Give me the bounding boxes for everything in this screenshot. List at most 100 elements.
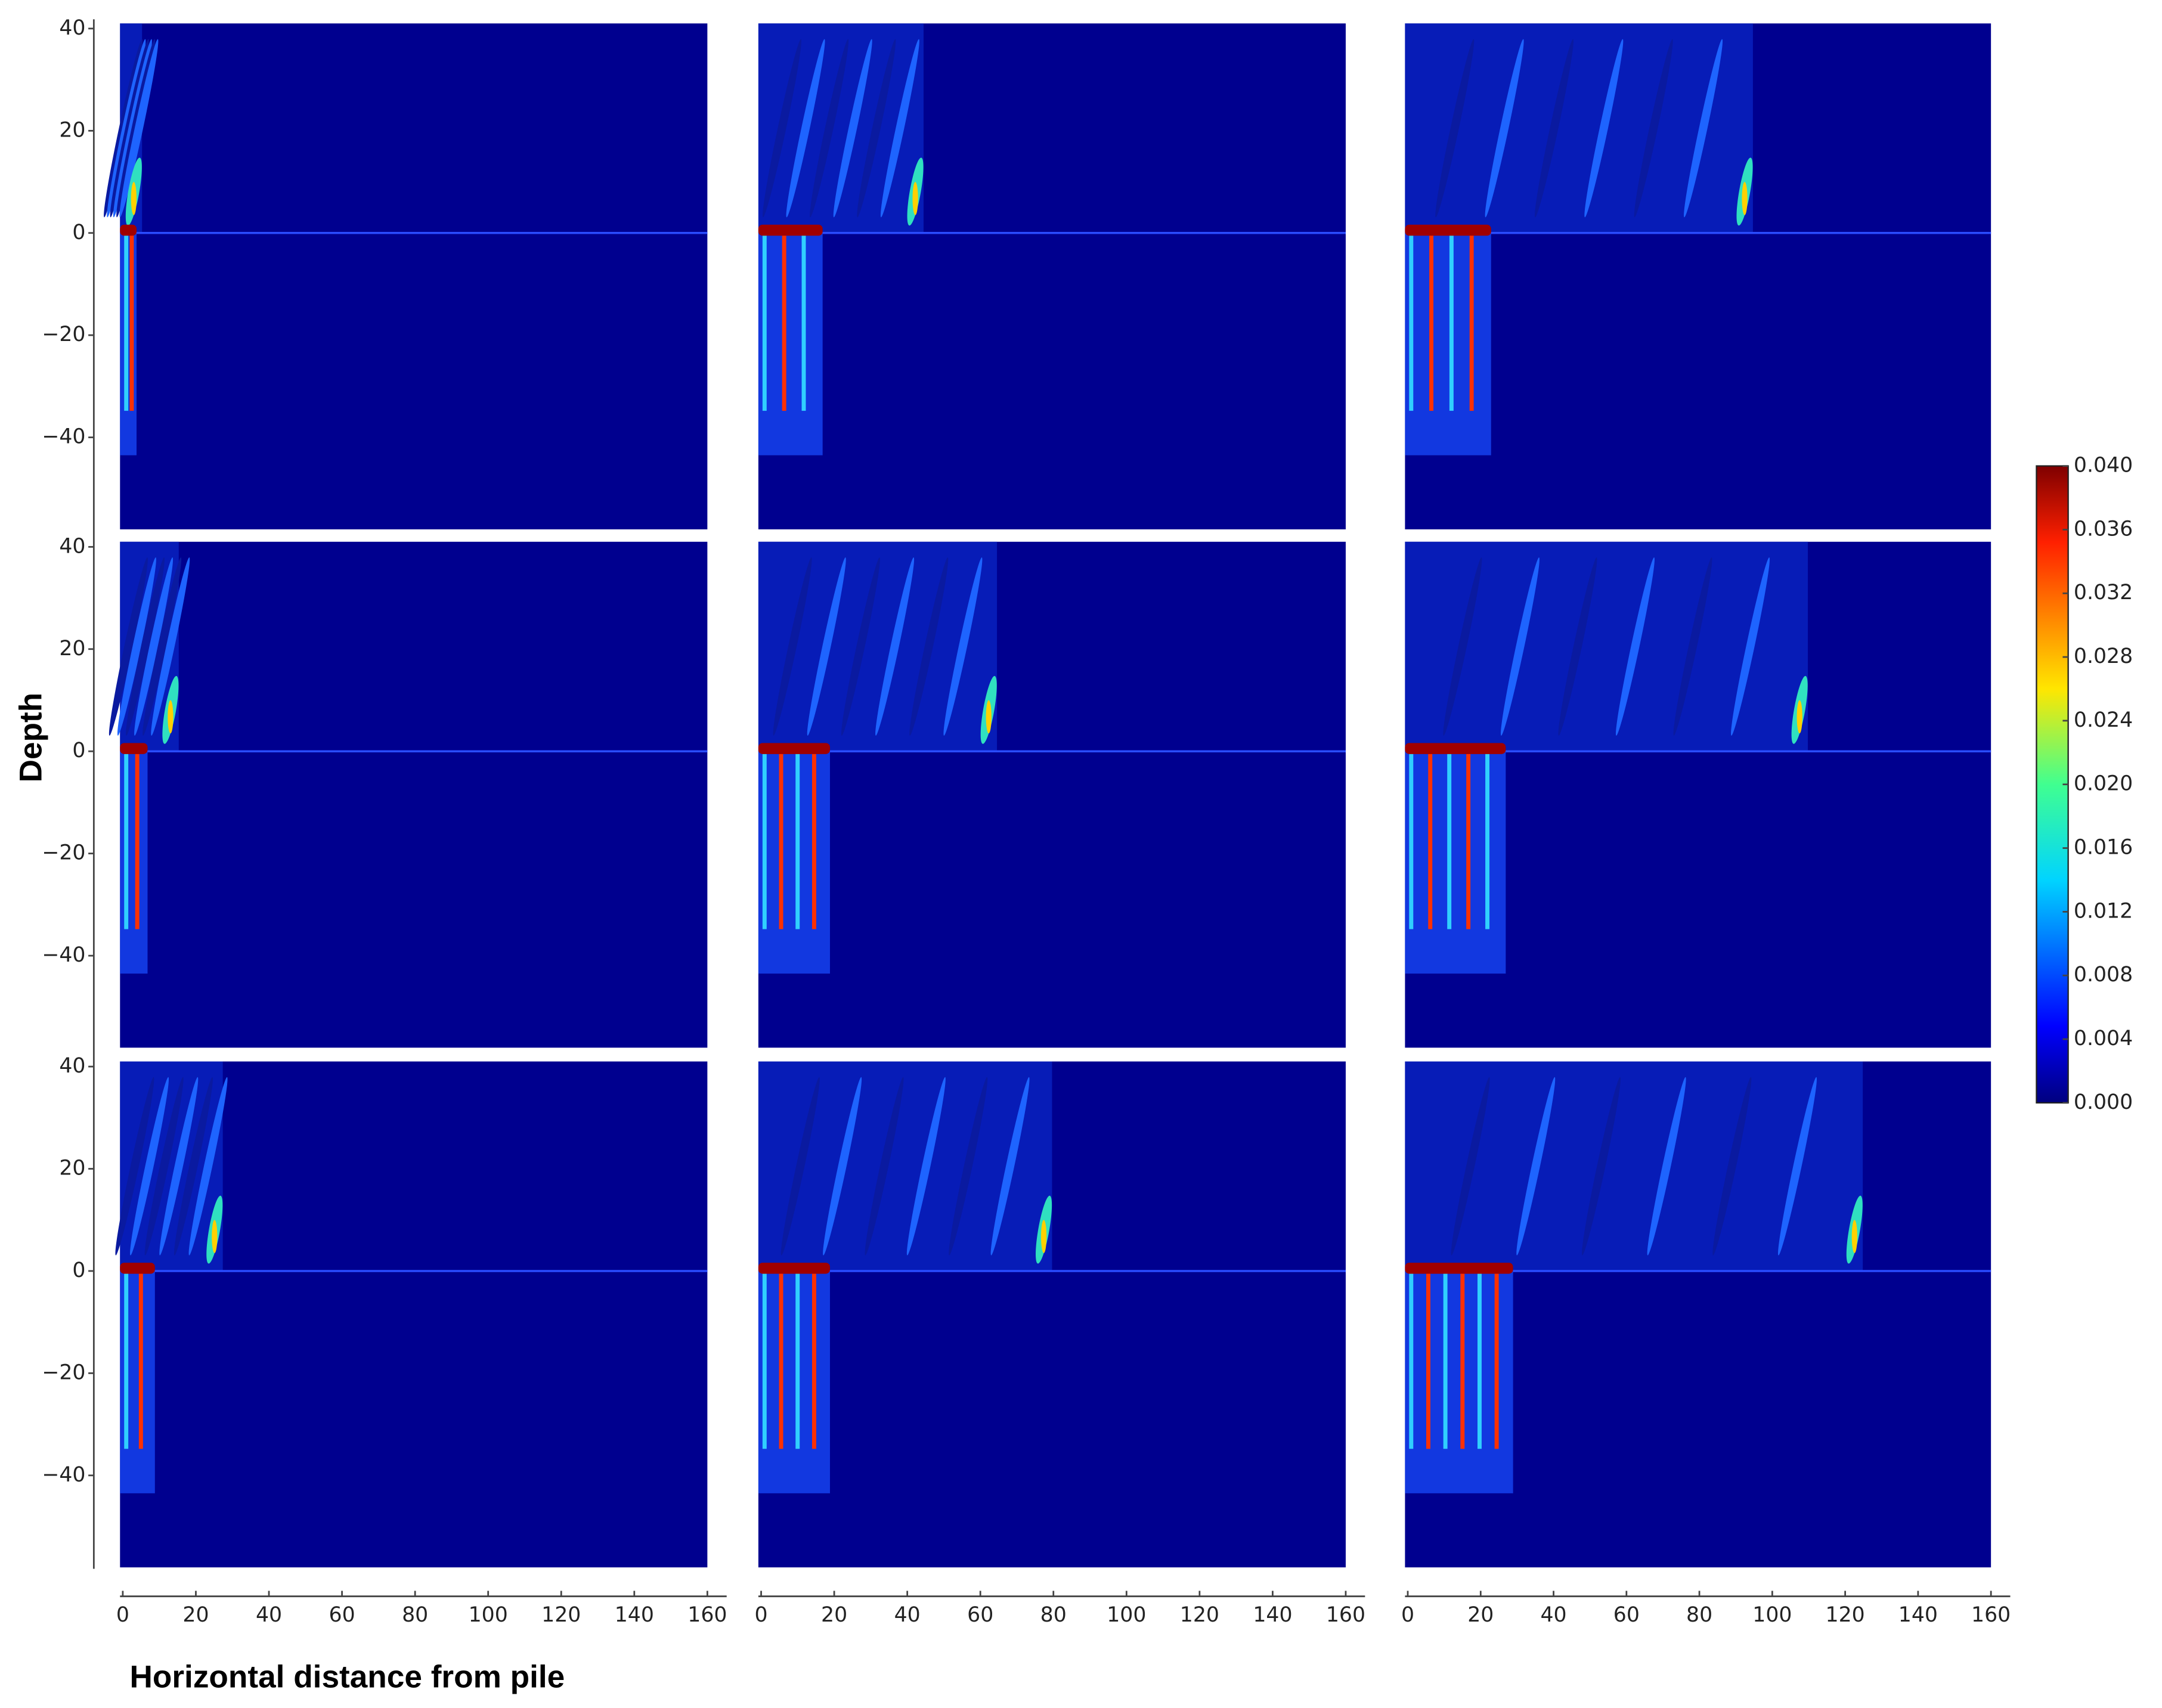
x-tick-label: 60: [1613, 1603, 1640, 1627]
colorbar-tick-label: 0.000: [2074, 1090, 2133, 1114]
pile-zone: [758, 233, 823, 455]
x-tick-label: 60: [967, 1603, 993, 1627]
y-tick-label: −40: [42, 1463, 85, 1487]
contour-panel: [109, 541, 708, 1048]
pile-head: [758, 743, 830, 754]
pile-streak: [129, 233, 134, 411]
y-tick-label: 40: [59, 1054, 85, 1078]
wave-streak: [115, 1077, 154, 1256]
pile-head: [758, 224, 823, 236]
y-tick-label: −40: [42, 425, 85, 449]
colorbar-tick-label: 0.008: [2074, 963, 2133, 987]
wave-streak: [949, 1077, 988, 1256]
contour-panel: [758, 1061, 1346, 1568]
wave-streak: [1712, 1077, 1752, 1256]
wave-front-core: [131, 182, 137, 215]
wave-front-core: [1796, 700, 1802, 734]
wave-front-core: [168, 700, 174, 734]
wave-streak: [865, 1077, 904, 1256]
pile-zone: [758, 751, 830, 974]
wave-streak: [763, 39, 801, 218]
wave-field: [1405, 23, 1753, 233]
wave-streak: [875, 557, 915, 736]
wave-streak: [810, 39, 849, 218]
y-tick-label: 40: [59, 16, 85, 40]
x-tick-label: 0: [1401, 1603, 1414, 1627]
wave-streak: [130, 1077, 169, 1256]
colorbar-tick-label: 0.032: [2074, 581, 2133, 605]
x-tick-label: 80: [402, 1603, 428, 1627]
y-tick-label: −40: [42, 943, 85, 967]
wave-streak: [780, 1077, 820, 1256]
contour-panel: [758, 23, 1346, 529]
pile-streak: [1477, 1270, 1482, 1449]
pile-streak: [779, 1270, 783, 1449]
wave-streak: [943, 557, 983, 736]
wave-streak: [151, 557, 190, 736]
pile-streak: [762, 233, 767, 411]
wave-streak: [1673, 557, 1712, 736]
contour-background: [120, 541, 708, 1048]
pile-streak: [1443, 1270, 1448, 1449]
pile-streak: [1426, 1270, 1430, 1449]
x-tick-label: 140: [1253, 1603, 1292, 1627]
pile-streak: [1449, 233, 1454, 411]
wave-streak: [1443, 557, 1482, 736]
pile-streak: [1466, 751, 1471, 929]
pile-streak: [762, 1270, 767, 1449]
wave-streak: [909, 557, 949, 736]
x-tick-label: 40: [1540, 1603, 1566, 1627]
wave-front-core: [1742, 182, 1748, 215]
pile-head: [758, 1263, 830, 1274]
wave-streak: [1634, 39, 1673, 218]
pile-streak: [801, 233, 806, 411]
colorbar-tick-label: 0.020: [2074, 772, 2133, 796]
pile-streak: [811, 1270, 816, 1449]
pile-streak: [1409, 233, 1414, 411]
x-tick-label: 80: [1040, 1603, 1067, 1627]
pile-zone: [1405, 751, 1506, 974]
contour-panel: [1405, 1061, 1991, 1568]
y-axis-label: Depth: [14, 693, 49, 783]
wave-front-core: [912, 182, 918, 215]
wave-streak: [1485, 39, 1524, 218]
y-tick-label: 0: [72, 221, 85, 244]
pile-streak: [1409, 751, 1414, 929]
wave-streak: [1435, 39, 1475, 218]
y-tick-label: −20: [42, 841, 85, 865]
wave-streak: [126, 557, 165, 736]
wave-front-core: [986, 700, 992, 734]
pile-streak: [1429, 233, 1434, 411]
colorbar-tick-label: 0.004: [2074, 1027, 2133, 1050]
x-tick-label: 0: [116, 1603, 129, 1627]
pile-head: [1405, 743, 1506, 754]
pile-streak: [762, 751, 767, 929]
x-tick-label: 20: [821, 1603, 847, 1627]
pile-zone: [1405, 233, 1491, 455]
pile-head: [120, 1263, 155, 1274]
wave-streak: [119, 39, 159, 218]
x-tick-label: 60: [329, 1603, 355, 1627]
x-tick-label: 80: [1686, 1603, 1712, 1627]
x-tick-label: 140: [1898, 1603, 1938, 1627]
y-tick-label: 20: [59, 1157, 85, 1180]
contour-panel: [115, 1061, 708, 1568]
wave-streak: [833, 39, 872, 218]
contour-panel: [1405, 23, 1991, 529]
pile-streak: [1409, 1270, 1414, 1449]
wave-streak: [1647, 1077, 1686, 1256]
x-tick-label: 20: [1467, 1603, 1494, 1627]
wave-field: [1405, 1061, 1863, 1271]
colorbar-tick-label: 0.040: [2074, 454, 2133, 478]
wave-front-core: [212, 1220, 218, 1253]
wave-streak: [1778, 1077, 1817, 1256]
wave-field: [758, 1061, 1052, 1271]
x-tick-label: 0: [755, 1603, 768, 1627]
y-tick-label: −20: [42, 1360, 85, 1384]
pile-streak: [1485, 751, 1490, 929]
y-tick-label: 20: [59, 118, 85, 142]
colorbar-tick-label: 0.016: [2074, 836, 2133, 860]
wave-streak: [1558, 557, 1597, 736]
